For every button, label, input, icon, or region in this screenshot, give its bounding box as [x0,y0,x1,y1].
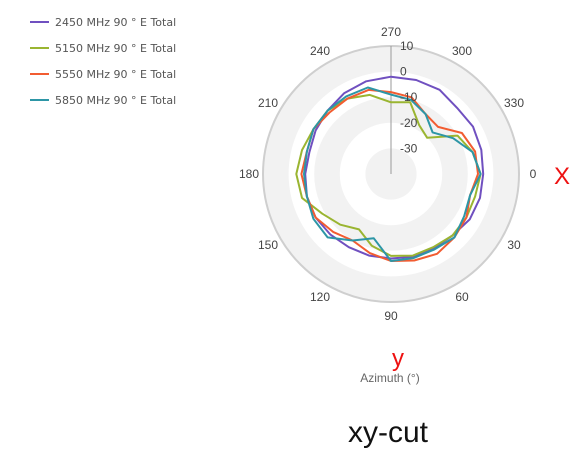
angle-tick-label: 330 [504,96,524,110]
legend-swatch [30,99,49,101]
figure-caption: xy-cut [348,416,429,449]
angle-tick-label: 150 [258,238,278,252]
angle-tick-label: 30 [507,238,521,252]
angle-tick-labels: 0 30 60 90 120 150 180 210 240 270 300 330 [239,25,537,323]
legend-item: 5850 MHz 90 ° E Total [30,87,176,113]
legend-label: 2450 MHz 90 ° E Total [55,15,177,29]
axis-title: Azimuth (°) [360,371,419,385]
legend-swatch [30,21,49,23]
chart-legend: 2450 MHz 90 ° E Total 5150 MHz 90 ° E Tot… [30,9,176,113]
angle-tick-label: 210 [258,96,278,110]
series-layer [295,75,485,262]
radial-tick-label: -20 [400,116,418,130]
legend-swatch [30,73,49,75]
polar-grid [262,45,520,303]
angle-tick-label: 60 [455,290,469,304]
legend-item: 5550 MHz 90 ° E Total [30,61,176,87]
angle-tick-label: 240 [310,44,330,58]
legend-swatch [30,47,49,49]
radial-tick-label: 10 [400,39,414,53]
angle-tick-label: 120 [310,290,330,304]
y-axis-marker: y [392,345,404,372]
radial-tick-label: 0 [400,65,407,79]
radial-tick-label: -30 [400,141,418,155]
legend-label: 5550 MHz 90 ° E Total [55,67,177,81]
series-line-2 [295,93,482,257]
radial-tick-label: -10 [400,90,418,104]
series-line-1 [304,75,485,260]
series-line-4 [303,86,482,262]
angle-tick-label: 300 [452,44,472,58]
radial-tick-labels: 10 0 -10 -20 -30 [400,39,418,155]
angle-tick-label: 0 [530,167,537,181]
legend-label: 5150 MHz 90 ° E Total [55,41,177,55]
legend-item: 5150 MHz 90 ° E Total [30,35,176,61]
legend-item: 2450 MHz 90 ° E Total [30,9,176,35]
angle-tick-label: 90 [384,309,398,323]
x-axis-marker: X [554,163,570,190]
angle-tick-label: 180 [239,167,259,181]
legend-label: 5850 MHz 90 ° E Total [55,93,177,107]
angle-tick-label: 270 [381,25,401,39]
